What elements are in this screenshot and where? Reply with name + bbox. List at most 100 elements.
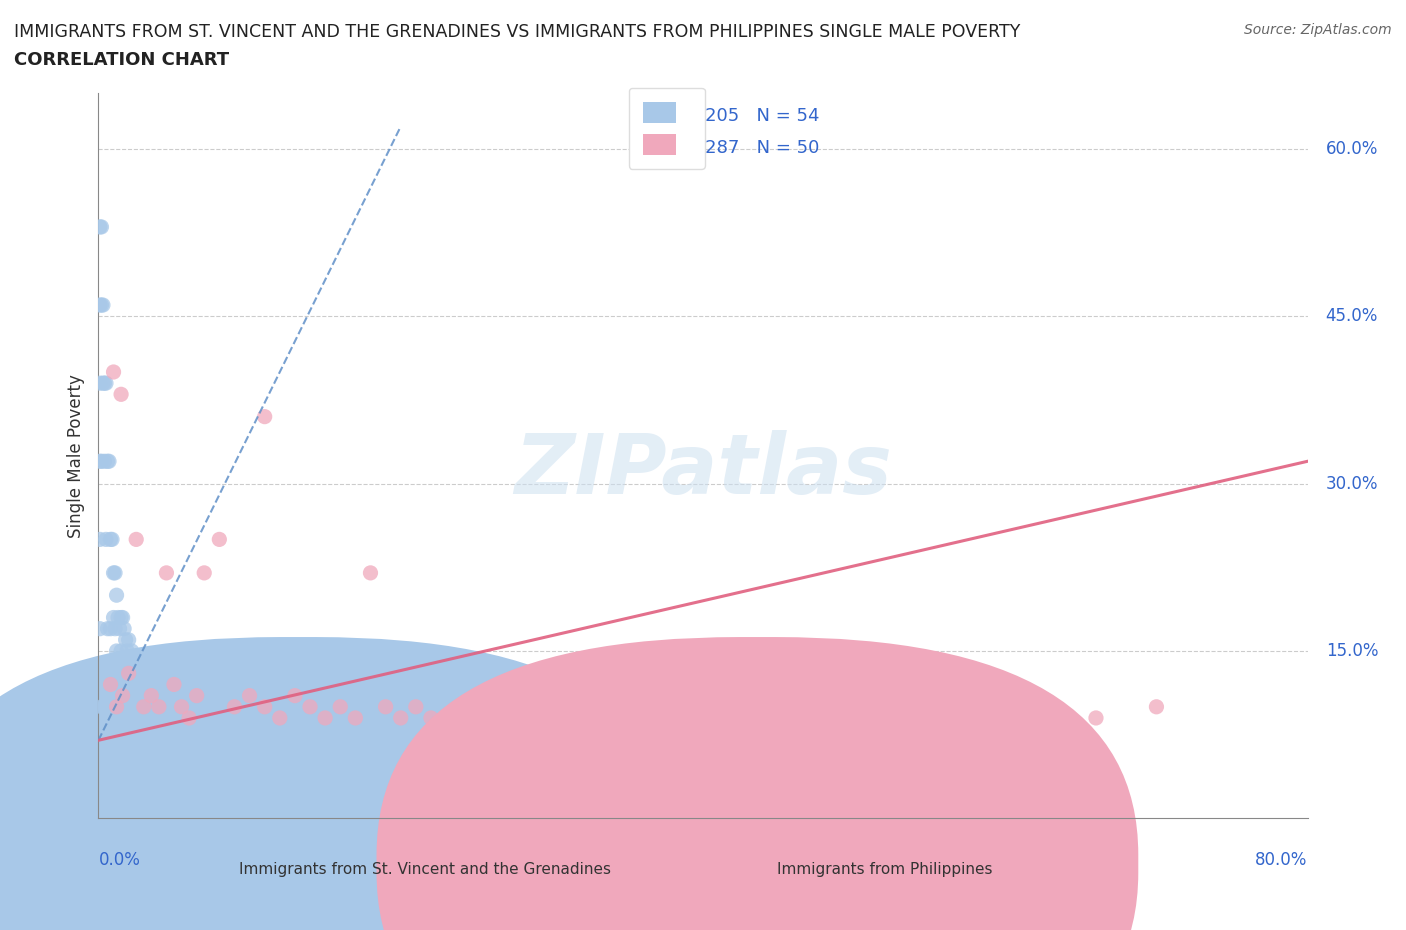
Point <box>329 699 352 714</box>
Point <box>91 376 114 391</box>
Point <box>405 699 427 714</box>
Point <box>115 644 138 658</box>
Y-axis label: Single Male Poverty: Single Male Poverty <box>66 374 84 538</box>
Point <box>89 454 111 469</box>
Point <box>121 644 143 658</box>
Point <box>752 711 775 725</box>
Point <box>114 632 136 647</box>
Point <box>239 688 262 703</box>
Point <box>783 722 806 737</box>
Text: 0.0%: 0.0% <box>98 851 141 869</box>
Point <box>374 699 396 714</box>
Point <box>90 298 112 312</box>
Text: Source: ZipAtlas.com: Source: ZipAtlas.com <box>1244 23 1392 37</box>
Point <box>631 699 654 714</box>
Point <box>101 532 124 547</box>
Text: 60.0%: 60.0% <box>1326 140 1378 158</box>
Point <box>904 722 927 737</box>
Point <box>103 565 125 580</box>
Point <box>844 711 866 725</box>
Text: ZIPatlas: ZIPatlas <box>515 430 891 511</box>
Point <box>91 298 114 312</box>
Point <box>112 621 135 636</box>
Text: 45.0%: 45.0% <box>1326 307 1378 326</box>
Point <box>93 454 115 469</box>
Point <box>179 711 201 725</box>
Point <box>89 621 111 636</box>
Point <box>129 666 152 681</box>
Point <box>299 699 322 714</box>
Point <box>96 621 118 636</box>
Point <box>602 711 624 725</box>
Point <box>139 677 162 692</box>
Point <box>224 699 246 714</box>
Point <box>132 666 155 681</box>
Point <box>98 699 121 714</box>
Point <box>96 454 118 469</box>
Point <box>269 711 291 725</box>
Point <box>122 655 145 670</box>
Point <box>723 722 745 737</box>
Point <box>108 621 131 636</box>
Point <box>90 699 112 714</box>
Point <box>965 711 987 725</box>
Point <box>141 688 163 703</box>
Text: R = 0.287   N = 50: R = 0.287 N = 50 <box>648 140 818 157</box>
Point <box>420 711 443 725</box>
Point <box>110 387 132 402</box>
Point <box>193 565 215 580</box>
Point <box>94 376 117 391</box>
Point <box>1144 699 1167 714</box>
Point <box>100 621 122 636</box>
Point <box>89 219 111 234</box>
Point <box>94 532 117 547</box>
Point <box>127 666 149 681</box>
Point <box>112 666 135 681</box>
Point <box>105 588 128 603</box>
Text: IMMIGRANTS FROM ST. VINCENT AND THE GRENADINES VS IMMIGRANTS FROM PHILIPPINES SI: IMMIGRANTS FROM ST. VINCENT AND THE GREN… <box>14 23 1021 41</box>
Point <box>111 688 134 703</box>
Point <box>450 699 472 714</box>
Point <box>100 677 122 692</box>
Point <box>170 699 193 714</box>
Point <box>90 454 112 469</box>
Point <box>125 532 148 547</box>
Point <box>163 677 186 692</box>
Text: R = 0.205   N = 54: R = 0.205 N = 54 <box>648 107 820 126</box>
Point <box>360 565 382 580</box>
Point <box>111 655 134 670</box>
Point <box>481 711 503 725</box>
Point <box>110 610 132 625</box>
Point <box>389 711 412 725</box>
Point <box>89 376 111 391</box>
Point <box>692 699 714 714</box>
Text: Immigrants from Philippines: Immigrants from Philippines <box>776 862 993 877</box>
Point <box>120 655 142 670</box>
FancyBboxPatch shape <box>377 637 1139 930</box>
Point <box>107 610 129 625</box>
Text: 30.0%: 30.0% <box>1326 474 1378 493</box>
Point <box>661 711 683 725</box>
Point <box>510 699 533 714</box>
Point <box>186 688 208 703</box>
Point <box>132 699 155 714</box>
Point <box>131 677 153 692</box>
Point <box>103 610 125 625</box>
Point <box>105 644 128 658</box>
Text: CORRELATION CHART: CORRELATION CHART <box>14 51 229 69</box>
Point <box>540 711 562 725</box>
Point <box>103 365 125 379</box>
Point <box>253 409 276 424</box>
FancyBboxPatch shape <box>0 637 679 930</box>
Point <box>105 699 128 714</box>
Point <box>124 666 146 681</box>
Text: 80.0%: 80.0% <box>1256 851 1308 869</box>
Point <box>208 532 231 547</box>
Point <box>98 454 121 469</box>
Point <box>128 655 150 670</box>
Point <box>89 298 111 312</box>
Point <box>284 688 307 703</box>
Point <box>91 699 114 714</box>
Point <box>104 621 127 636</box>
Point <box>100 532 122 547</box>
